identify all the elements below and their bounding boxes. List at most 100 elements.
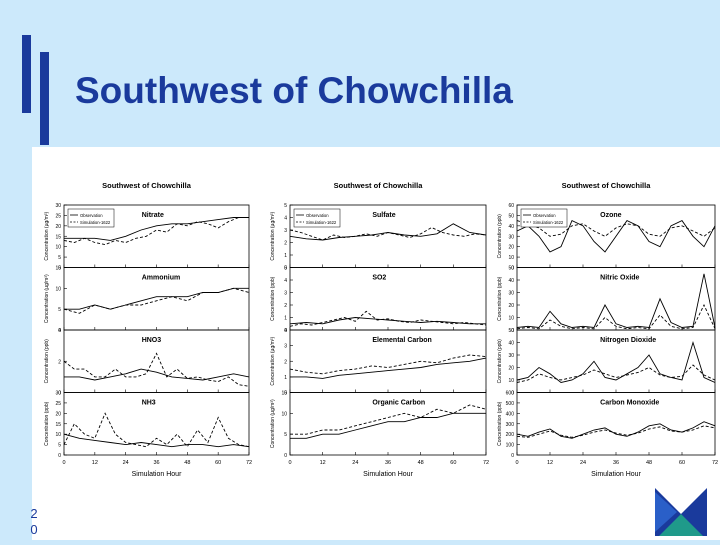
y-tick-label: 0: [511, 328, 514, 334]
series-line-observation: [64, 287, 249, 310]
series-line-observation: [64, 217, 249, 241]
x-tick-label: 12: [320, 460, 326, 466]
series-line-simulation: [63, 412, 250, 448]
panel-species-label: Sulfate: [372, 212, 395, 219]
panel-species-label: Nitrate: [142, 212, 164, 219]
x-tick-label: 72: [712, 460, 718, 466]
chart-title: Southwest of Chowchilla: [562, 181, 652, 190]
panel-species-label: Ozone: [600, 212, 621, 219]
panel-frame: [63, 392, 250, 456]
accent-bar-right: [40, 52, 49, 145]
legend-label: Simulation-1622: [533, 220, 564, 225]
y-axis-label: Concentration (ppb): [497, 339, 503, 384]
y-tick-label: 0: [58, 391, 61, 397]
chart-panel-4: 0 5 10 15 20 25 30 Concentration (ppb) NH3: [44, 391, 250, 459]
x-tick-label: 72: [246, 460, 252, 466]
y-tick-label: 200: [506, 432, 515, 438]
y-tick-label: 0: [284, 391, 287, 397]
x-tick-label: 0: [515, 460, 518, 466]
series-line-observation: [516, 340, 716, 383]
series-line-simulation: [516, 220, 716, 237]
chart-panel-3: 0 1 2 3 4 Concentration (µg/m³) Elemental Carb…: [270, 328, 487, 397]
x-tick-label: 36: [613, 460, 619, 466]
chart-panel-1: 0 1 2 3 4 5 Concentration (µg/m³) Sulfate Observ…: [270, 203, 487, 272]
series-line-simulation: [289, 310, 487, 327]
y-tick-label: 30: [508, 353, 514, 359]
y-axis-label: Concentration (µg/m³): [270, 212, 276, 261]
y-tick-label: 4: [58, 328, 61, 334]
series-line-simulation: [289, 354, 487, 375]
chart-figure-3: Southwest of Chowchilla 0 10 20 30 40 50 60 Conc…: [497, 181, 718, 478]
series-line-observation: [290, 412, 486, 439]
x-tick-label: 72: [483, 460, 489, 466]
y-tick-label: 3: [284, 228, 287, 234]
y-tick-label: 50: [508, 213, 514, 219]
x-axis-label: Simulation Hour: [363, 471, 413, 478]
y-tick-label: 10: [508, 316, 514, 322]
series-line-observation: [63, 433, 250, 448]
y-axis-label: Concentration (ppb): [44, 401, 50, 446]
y-tick-label: 1: [284, 316, 287, 322]
accent-bar-left: [22, 35, 31, 113]
x-tick-label: 36: [385, 460, 391, 466]
y-tick-label: 1: [284, 253, 287, 259]
series-line-simulation: [516, 364, 716, 383]
chart-panel-4: 0 5 10 15 Concentration (µg/m³) Organic Carbo…: [270, 391, 487, 459]
y-tick-label: 5: [58, 255, 61, 261]
panel-species-label: Nitrogen Dioxide: [600, 337, 656, 344]
y-axis-label: Concentration (ppb): [497, 276, 503, 321]
chart-figure-1: Southwest of Chowchilla051015202530Conce…: [44, 181, 252, 478]
y-tick-label: 0: [284, 266, 287, 272]
y-tick-label: 20: [55, 411, 61, 417]
chart-legend: Observation Simulation-1622: [67, 208, 115, 228]
series-line-simulation: [289, 226, 487, 241]
y-tick-label: 2: [58, 359, 61, 365]
y-tick-label: 0: [58, 266, 61, 272]
y-axis-label: Concentration (µg/m³): [270, 399, 276, 448]
legend-box: [520, 208, 568, 228]
y-axis-label: Concentration (µg/m³): [44, 212, 50, 261]
y-tick-label: 40: [508, 278, 514, 284]
y-tick-label: 0: [284, 453, 287, 459]
panel-species-label: SO2: [372, 275, 386, 282]
y-tick-label: 5: [284, 203, 287, 209]
y-tick-label: 1: [284, 375, 287, 381]
x-tick-label: 24: [352, 460, 358, 466]
panel-species-label: Elemental Carbon: [372, 337, 432, 344]
y-tick-label: 2: [284, 359, 287, 365]
series-line-simulation: [63, 352, 250, 387]
y-tick-label: 40: [508, 341, 514, 347]
y-tick-label: 4: [284, 216, 287, 222]
panel-species-label: Ammonium: [142, 275, 181, 282]
panel-species-label: Carbon Monoxide: [600, 400, 659, 407]
charts-svg: Southwest of Chowchilla051015202530Conce…: [44, 181, 718, 478]
x-tick-label: 48: [646, 460, 652, 466]
series-line-simulation: [516, 425, 716, 438]
y-tick-label: 0: [511, 266, 514, 272]
legend-label: Observation: [306, 213, 329, 218]
y-tick-label: 0: [58, 328, 61, 334]
y-tick-label: 20: [508, 303, 514, 309]
y-axis-label: Concentration (ppb): [270, 276, 276, 321]
chart-title: Southwest of Chowchilla: [334, 181, 424, 190]
y-tick-label: 0: [511, 453, 514, 459]
x-axis-label: Simulation Hour: [132, 471, 182, 478]
y-tick-label: 4: [284, 278, 287, 284]
chart-panel-2: 0 10 20 30 40 50 Concentration (ppb) Nitric Oxi…: [497, 266, 716, 334]
y-tick-label: 15: [55, 422, 61, 428]
x-tick-label: 48: [418, 460, 424, 466]
y-tick-label: 5: [284, 266, 287, 272]
chart-panel-1: 0 5 10 15 20 25 30 Concentration (µg/m³) Nitrate…: [44, 203, 250, 272]
y-tick-label: 100: [506, 443, 515, 449]
y-tick-label: 5: [58, 443, 61, 449]
y-tick-label: 2: [284, 303, 287, 309]
series-line-simulation: [516, 303, 716, 330]
x-tick-label: 60: [450, 460, 456, 466]
y-tick-label: 30: [55, 203, 61, 209]
y-tick-label: 600: [506, 391, 515, 397]
y-axis-label: Concentration (µg/m³): [270, 337, 276, 386]
chart-panel-2: 0 1 2 3 4 5 Concentration (ppb) SO2: [270, 266, 487, 334]
series-line-observation: [64, 368, 250, 381]
y-tick-label: 25: [55, 401, 61, 407]
